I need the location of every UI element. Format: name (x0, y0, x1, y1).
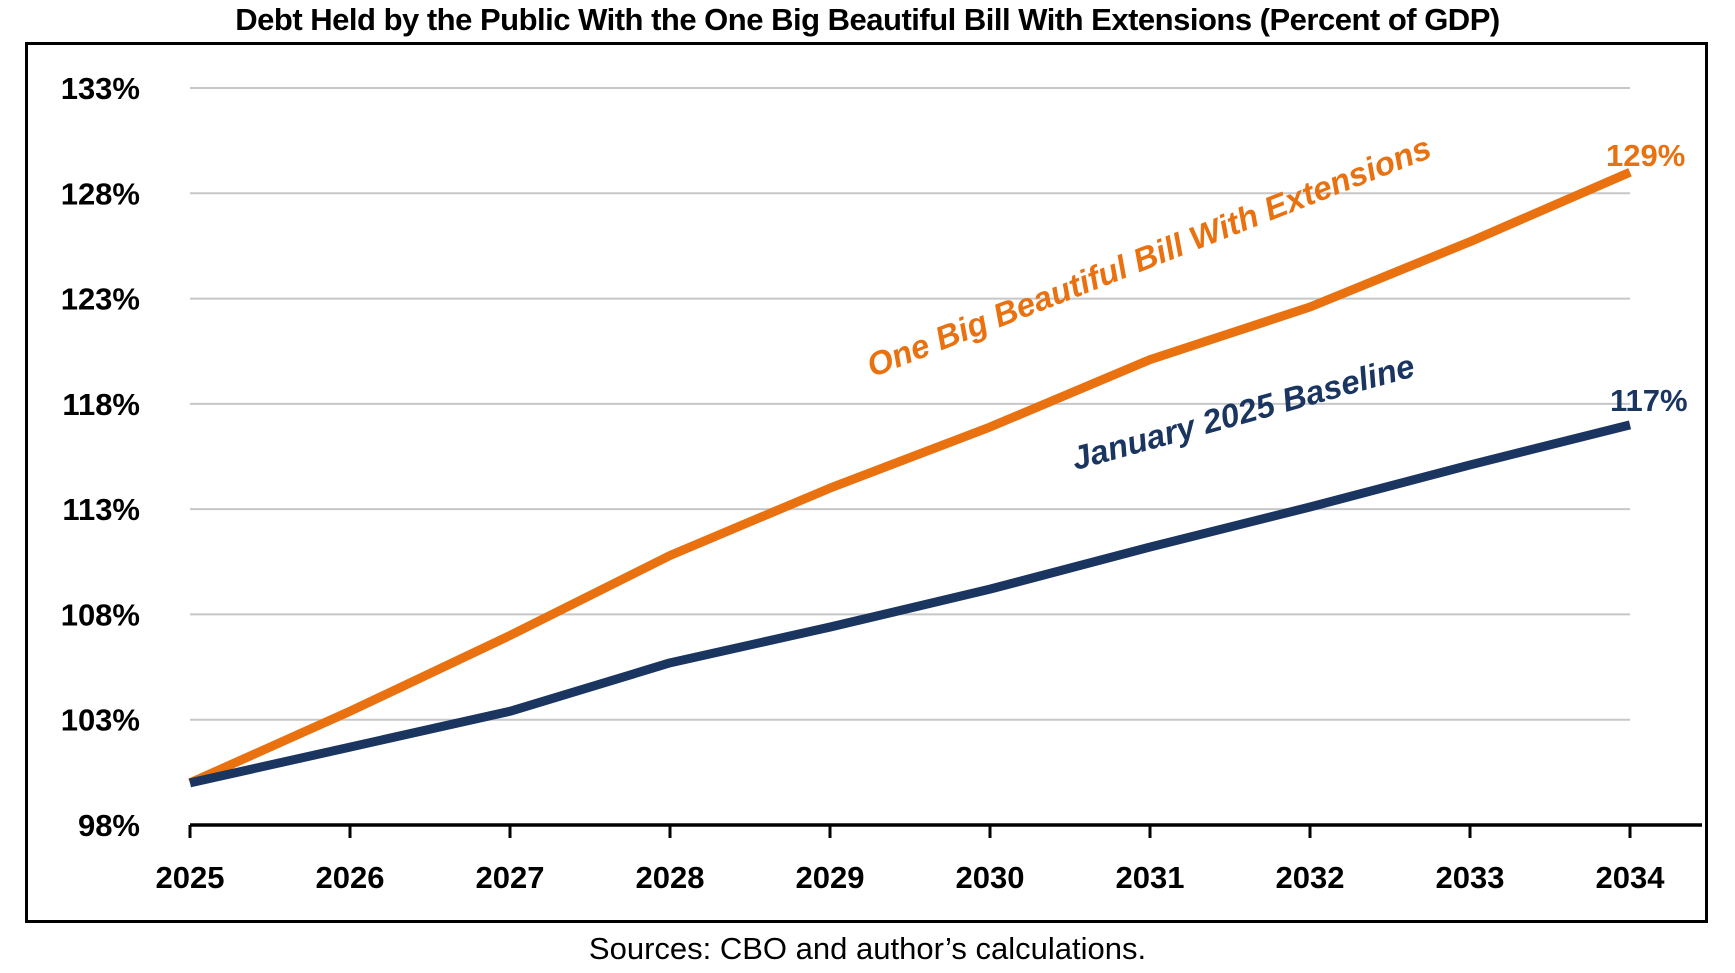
x-tick-label: 2032 (1276, 860, 1345, 895)
y-tick-label: 133% (61, 71, 140, 106)
x-tick-label: 2031 (1116, 860, 1185, 895)
series-line-1 (189, 420, 1632, 788)
x-tick-label: 2028 (636, 860, 705, 895)
series-end-value-0: 129% (1606, 138, 1685, 173)
y-tick-label: 108% (61, 597, 140, 632)
line-chart: 98% 103% 108% 113% 118% 123% 128% 133% 2025 2026 2… (61, 71, 1702, 895)
series-end-value-1: 117% (1610, 383, 1688, 418)
x-tick-label: 2033 (1436, 860, 1505, 895)
y-tick-label: 118% (62, 387, 140, 422)
y-tick-label: 128% (61, 176, 140, 211)
x-tick-label: 2025 (156, 860, 225, 895)
x-tick-label: 2030 (956, 860, 1025, 895)
x-tick-label: 2026 (316, 860, 385, 895)
series-line-0 (188, 168, 1632, 787)
y-tick-label: 98% (78, 808, 140, 843)
x-tick-label: 2027 (476, 860, 545, 895)
y-tick-label: 103% (61, 703, 140, 738)
series-label-0: One Big Beautiful Bill With Extensions (862, 129, 1437, 384)
chart-plot-area: 98% 103% 108% 113% 118% 123% 128% 133% 2025 2026 2… (25, 42, 1708, 923)
y-tick-label: 123% (61, 282, 140, 317)
y-tick-label: 113% (62, 492, 140, 527)
chart-source-note: Sources: CBO and author’s calculations. (588, 931, 1147, 966)
x-tick-label: 2034 (1596, 860, 1666, 895)
x-tick-label: 2029 (796, 860, 865, 895)
chart-title: Debt Held by the Public With the One Big… (235, 2, 1500, 37)
series-label-1: January 2025 Baseline (1067, 347, 1418, 477)
